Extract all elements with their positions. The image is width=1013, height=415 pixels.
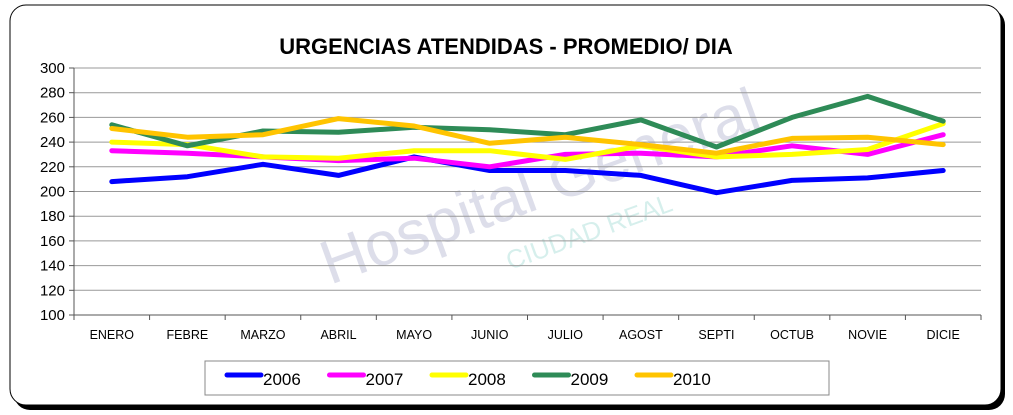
x-tick-label: AGOST [619, 328, 663, 342]
x-tick-label: ABRIL [320, 328, 356, 342]
y-tick-label: 200 [40, 184, 65, 201]
y-tick-label: 280 [40, 85, 65, 102]
chart-title: URGENCIAS ATENDIDAS - PROMEDIO/ DIA [279, 34, 733, 59]
y-tick-label: 120 [40, 282, 65, 299]
y-tick-label: 160 [40, 233, 65, 250]
x-tick-label: ENERO [90, 328, 135, 342]
y-tick-label: 220 [40, 159, 65, 176]
legend-label: 2007 [366, 370, 404, 389]
x-tick-label: SEPTI [698, 328, 734, 342]
legend-box [204, 360, 830, 396]
chart-frame [9, 4, 1002, 406]
x-tick-label: JULIO [548, 328, 584, 342]
y-tick-label: 300 [40, 60, 65, 77]
x-tick-label: NOVIE [848, 328, 887, 342]
y-tick-label: 260 [40, 109, 65, 126]
x-tick-label: FEBRE [167, 328, 209, 342]
x-tick-label: MAYO [396, 328, 432, 342]
legend-label: 2008 [468, 370, 506, 389]
legend-label: 2010 [673, 370, 711, 389]
series-line-2010 [109, 116, 946, 156]
y-tick-label: 240 [40, 134, 65, 151]
x-tick-label: JUNIO [471, 328, 509, 342]
y-tick-label: 140 [40, 258, 65, 275]
y-tick-label: 100 [40, 307, 65, 324]
series-line-2006 [109, 154, 946, 196]
legend: 2006 2007 2008 2009 2010 [204, 360, 830, 396]
series-line-2008 [109, 121, 946, 162]
x-tick-label: OCTUB [770, 328, 814, 342]
legend-label: 2006 [263, 370, 301, 389]
legend-label: 2009 [571, 370, 609, 389]
x-tick-label: MARZO [240, 328, 285, 342]
y-tick-label: 180 [40, 208, 65, 225]
x-tick-label: DICIE [927, 328, 960, 342]
